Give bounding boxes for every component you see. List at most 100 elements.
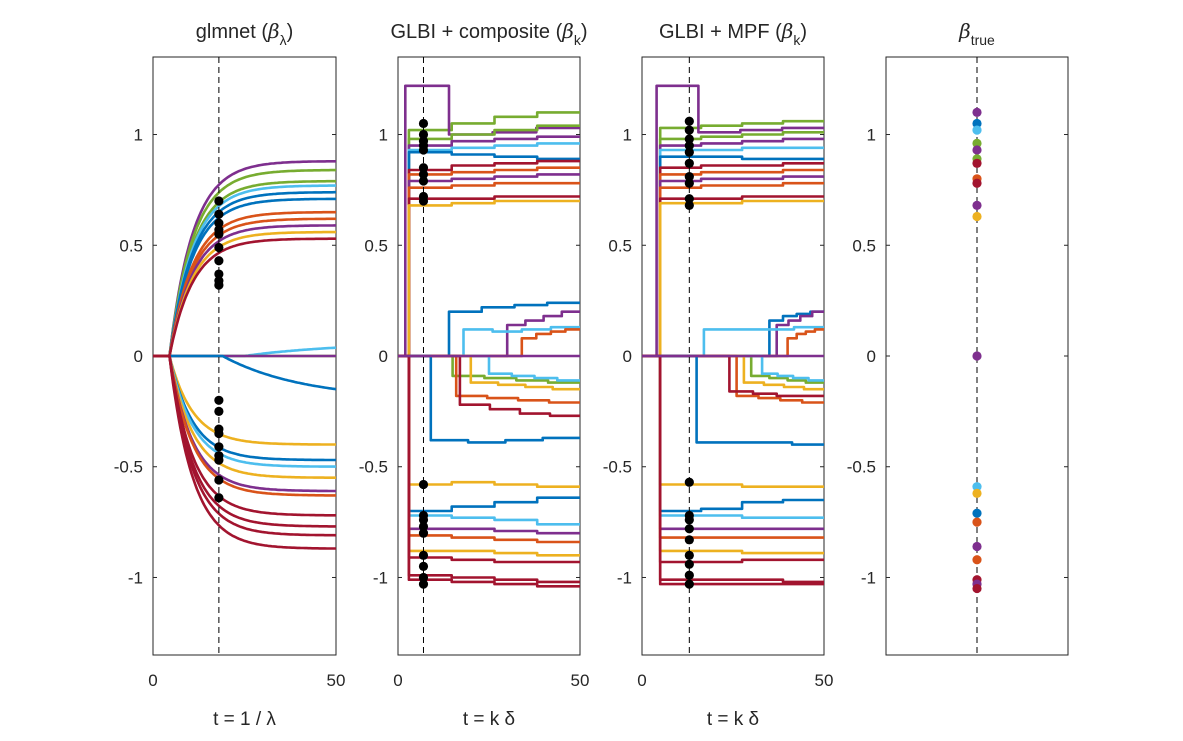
y-tick-label: -1 — [128, 568, 143, 587]
true-beta-point — [972, 555, 982, 565]
true-beta-point — [972, 583, 982, 594]
title-main: GLBI + MPF ( — [659, 21, 782, 43]
x-axis-label: t = k δ — [463, 709, 515, 730]
selected-point — [684, 147, 694, 157]
true-beta-point — [972, 200, 982, 210]
selected-point — [418, 579, 429, 589]
plot-area — [972, 57, 982, 655]
selected-point — [418, 196, 429, 206]
series-line-coef-22 — [642, 354, 824, 446]
true-beta-point — [972, 211, 982, 222]
y-tick-label: -0.5 — [603, 458, 632, 477]
true-beta-point — [972, 482, 982, 492]
series-line-coef-13 — [398, 301, 580, 358]
series-line-coef-18 — [642, 354, 824, 382]
selected-point — [684, 172, 694, 182]
series-line-coef-12 — [642, 199, 824, 358]
series-line-coef-11 — [153, 237, 336, 358]
selected-point — [418, 145, 429, 155]
title-subscript: true — [971, 32, 995, 48]
selected-point — [418, 479, 429, 490]
series-line-coef-31 — [398, 354, 580, 588]
x-tick-label: 0 — [393, 671, 402, 690]
series-line-coef-14 — [642, 310, 824, 358]
true-beta-point — [972, 145, 982, 155]
title-subscript: λ — [280, 32, 287, 48]
title-subscript: k — [793, 32, 801, 48]
selected-point — [684, 477, 694, 487]
selected-point — [684, 550, 694, 560]
true-beta-point — [972, 138, 982, 148]
selected-point — [214, 256, 224, 266]
series-line-coef-16 — [642, 328, 824, 358]
series-line-coef-12 — [398, 199, 580, 358]
selected-point — [684, 579, 694, 589]
y-tick-label: 0 — [379, 347, 388, 366]
series-line-coef-15 — [398, 325, 580, 358]
selected-point — [684, 158, 694, 168]
selected-point — [418, 176, 429, 186]
selected-point — [214, 475, 224, 485]
y-tick-label: -1 — [861, 568, 876, 587]
panel-glmnet: -1 -0.5 0 0.5 1 0 50 glmnet (βλ) t = 1 / λ — [114, 19, 346, 730]
x-tick-label: 0 — [637, 671, 646, 690]
true-beta-point — [972, 351, 982, 361]
panel-title: GLBI + MPF (βk) — [659, 19, 807, 48]
y-tick-label: 0.5 — [852, 236, 876, 255]
selected-point — [684, 134, 694, 144]
x-axis-label: t = 1 / λ — [213, 709, 276, 730]
selected-point — [684, 524, 694, 534]
true-beta-point — [972, 125, 982, 135]
selected-point — [214, 196, 224, 206]
plot-area — [398, 57, 580, 655]
series-line-coef-14 — [398, 310, 580, 358]
plot-area — [642, 57, 824, 655]
selected-point — [684, 194, 694, 204]
y-tick-label: -1 — [617, 568, 632, 587]
y-tick-label: -1 — [373, 568, 388, 587]
selected-point — [214, 209, 224, 219]
title-close: ) — [581, 21, 588, 43]
title-close: ) — [287, 21, 294, 43]
true-beta-point — [972, 178, 982, 188]
y-tick-label: 1 — [623, 126, 632, 145]
panel-glbi-composite: -1 -0.5 0 0.5 1 0 50 GLBI + composite (βk) t = k… — [359, 19, 590, 730]
selected-point — [684, 515, 694, 525]
selected-point — [418, 550, 429, 560]
series-line-coef-19 — [153, 354, 336, 479]
selected-point — [418, 521, 429, 532]
panel-glbi-mpf: -1 -0.5 0 0.5 1 0 50 GLBI + MPF (βk) t = k δ — [603, 19, 834, 730]
selected-point — [684, 125, 694, 135]
selected-point — [214, 406, 224, 416]
series-line-coef-20 — [398, 354, 580, 404]
selected-point — [418, 129, 429, 140]
selected-point — [684, 570, 694, 580]
panel-title: GLBI + composite (βk) — [391, 19, 588, 48]
selected-point — [418, 118, 429, 129]
series-line-coef-18 — [153, 354, 336, 468]
series-line-coef-2 — [642, 84, 824, 358]
series-line-coef-25 — [153, 354, 336, 550]
y-tick-label: 0 — [623, 347, 632, 366]
selected-point — [684, 200, 694, 210]
series-line-coef-21 — [642, 354, 824, 398]
selected-point — [214, 229, 224, 239]
title-main: glmnet ( — [196, 21, 269, 43]
title-close: ) — [800, 21, 807, 43]
series-line-coef-21 — [153, 354, 336, 497]
true-beta-point — [972, 541, 982, 552]
selected-point — [684, 116, 694, 126]
series-line-coef-19 — [642, 354, 824, 391]
selected-point — [214, 395, 224, 405]
selected-point — [214, 269, 224, 279]
series-line-coef-16 — [398, 328, 580, 358]
selected-point — [418, 528, 429, 538]
selected-point — [214, 280, 224, 290]
series-line-coef-22 — [398, 354, 580, 444]
title-symbol: β — [958, 19, 971, 43]
selected-point — [214, 442, 224, 452]
selected-point — [684, 559, 694, 569]
x-tick-label: 50 — [571, 671, 590, 690]
selected-point — [418, 572, 429, 583]
selected-point — [418, 169, 429, 179]
